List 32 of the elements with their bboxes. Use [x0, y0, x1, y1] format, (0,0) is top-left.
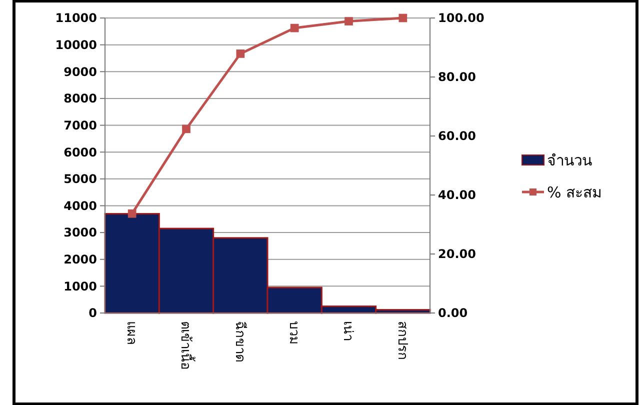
- y-tick-label: 4000: [64, 198, 97, 213]
- y-tick-label: 7000: [64, 118, 97, 132]
- y2-tick-label: 0.00: [438, 306, 468, 320]
- legend-label: % สะสม: [547, 183, 602, 202]
- x-tick-label: บวม: [286, 321, 302, 345]
- legend-label: จำนวน: [547, 151, 592, 170]
- y2-tick-label: 80.00: [438, 70, 476, 84]
- x-tick-label: แผล: [124, 321, 139, 345]
- y2-tick-label: 100.00: [438, 11, 484, 26]
- y-tick-label: 8000: [64, 92, 97, 106]
- point: [128, 209, 136, 218]
- y2-tick-label: 40.00: [438, 188, 476, 202]
- y-tick-label: 9000: [64, 64, 97, 79]
- y-tick-label: 2000: [64, 252, 97, 267]
- point: [236, 50, 245, 58]
- y2-tick-label: 60.00: [438, 129, 476, 144]
- x-tick-label: ตเข้าเนื้อ: [178, 321, 196, 370]
- y-tick-label: 5000: [64, 172, 97, 186]
- y-tick-label: 6000: [64, 145, 97, 160]
- y-tick-label: 11000: [55, 11, 97, 26]
- y-tick-label: 0: [88, 306, 97, 320]
- x-tick-label: สกปรก: [394, 321, 410, 360]
- y-tick-label: 3000: [64, 226, 97, 240]
- x-tick-label: เน่า: [340, 321, 356, 341]
- point: [344, 17, 353, 26]
- y-tick-label: 10000: [55, 38, 97, 52]
- point: [398, 14, 408, 22]
- x-tick-label: ฉีกขาด: [232, 321, 248, 362]
- y2-tick-label: 20.00: [438, 247, 476, 262]
- point: [182, 124, 190, 134]
- y-tick-label: 1000: [64, 279, 97, 294]
- point: [290, 24, 299, 32]
